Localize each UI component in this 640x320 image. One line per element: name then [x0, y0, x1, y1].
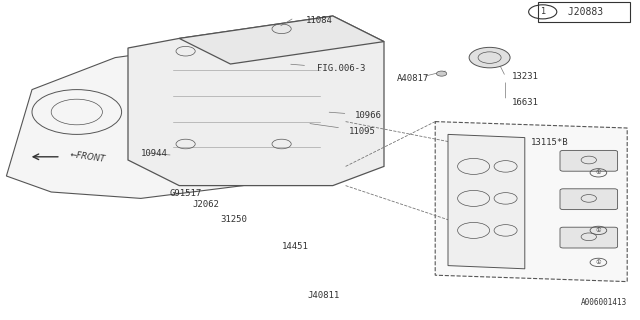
- Circle shape: [469, 47, 510, 68]
- Text: ①: ①: [596, 228, 601, 233]
- PathPatch shape: [179, 16, 384, 64]
- Text: J40811: J40811: [307, 292, 339, 300]
- Text: 13231: 13231: [512, 72, 539, 81]
- PathPatch shape: [448, 134, 525, 269]
- FancyBboxPatch shape: [560, 227, 618, 248]
- Bar: [538, 2, 630, 22]
- Text: 1: 1: [540, 7, 545, 16]
- PathPatch shape: [128, 16, 384, 186]
- Circle shape: [436, 71, 447, 76]
- Text: J2062: J2062: [192, 200, 219, 209]
- Text: 11084: 11084: [306, 16, 333, 25]
- Text: ←FRONT: ←FRONT: [69, 150, 106, 164]
- Text: 13115*B: 13115*B: [531, 138, 569, 147]
- PathPatch shape: [435, 122, 627, 282]
- Text: A006001413: A006001413: [581, 298, 627, 307]
- Text: 10944: 10944: [141, 149, 168, 158]
- FancyBboxPatch shape: [560, 189, 618, 210]
- Text: 14451: 14451: [282, 242, 308, 251]
- Text: 11095: 11095: [349, 127, 376, 136]
- PathPatch shape: [6, 42, 333, 198]
- Text: 10966: 10966: [355, 111, 382, 120]
- Text: J20883: J20883: [562, 7, 603, 17]
- Text: A40817: A40817: [397, 74, 429, 83]
- Text: ①: ①: [596, 170, 601, 175]
- Text: ①: ①: [596, 260, 601, 265]
- Text: 16631: 16631: [512, 98, 539, 107]
- FancyBboxPatch shape: [560, 150, 618, 171]
- Text: G91517: G91517: [170, 189, 202, 198]
- Text: FIG.006-3: FIG.006-3: [317, 64, 365, 73]
- Text: 31250: 31250: [221, 215, 248, 224]
